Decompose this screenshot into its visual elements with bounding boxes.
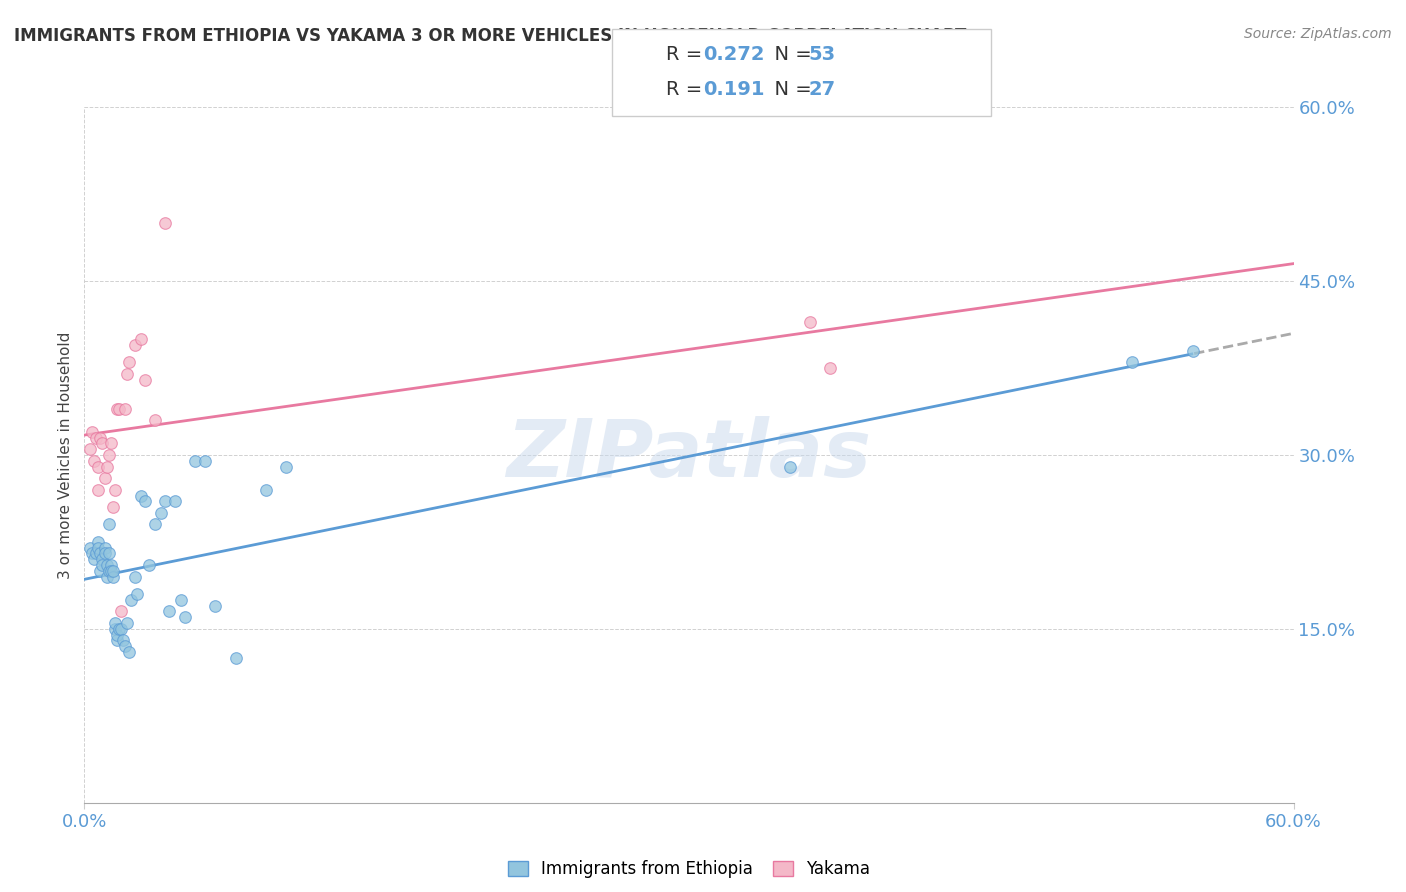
Text: R =: R = — [666, 80, 716, 99]
Point — [104, 615, 127, 630]
Point — [91, 436, 114, 450]
Point — [100, 436, 122, 450]
Point — [97, 448, 120, 462]
Point — [204, 599, 226, 613]
Y-axis label: 3 or more Vehicles in Household: 3 or more Vehicles in Household — [58, 331, 73, 579]
Point — [157, 605, 180, 619]
Point — [120, 592, 142, 607]
Point — [129, 332, 152, 346]
Point — [104, 622, 127, 636]
Point — [86, 546, 108, 561]
Point — [86, 430, 108, 444]
Point — [101, 564, 124, 578]
Point — [105, 401, 128, 416]
Point — [115, 615, 138, 630]
Point — [107, 622, 129, 636]
Point — [96, 459, 118, 474]
Point — [115, 367, 138, 381]
Legend: Immigrants from Ethiopia, Yakama: Immigrants from Ethiopia, Yakama — [501, 854, 877, 885]
Point — [184, 453, 207, 467]
Point — [107, 401, 129, 416]
Point — [174, 610, 197, 624]
Text: IMMIGRANTS FROM ETHIOPIA VS YAKAMA 3 OR MORE VEHICLES IN HOUSEHOLD CORRELATION C: IMMIGRANTS FROM ETHIOPIA VS YAKAMA 3 OR … — [14, 27, 966, 45]
Point — [105, 633, 128, 648]
Point — [83, 552, 105, 566]
Text: R =: R = — [666, 45, 709, 64]
Point — [87, 459, 110, 474]
Point — [87, 534, 110, 549]
Point — [101, 570, 124, 584]
Text: Source: ZipAtlas.com: Source: ZipAtlas.com — [1244, 27, 1392, 41]
Point — [118, 645, 141, 659]
Point — [779, 459, 801, 474]
Point — [104, 483, 127, 497]
Point — [105, 628, 128, 642]
Point — [83, 453, 105, 467]
Text: 0.191: 0.191 — [703, 80, 765, 99]
Point — [225, 651, 247, 665]
Point — [91, 552, 114, 566]
Point — [124, 337, 146, 351]
Point — [254, 483, 277, 497]
Point — [93, 471, 115, 485]
Point — [114, 401, 136, 416]
Point — [97, 564, 120, 578]
Point — [100, 564, 122, 578]
Point — [165, 494, 187, 508]
Point — [149, 506, 172, 520]
Point — [93, 546, 115, 561]
Point — [153, 494, 176, 508]
Point — [91, 558, 114, 573]
Point — [89, 564, 111, 578]
Point — [79, 442, 101, 456]
Point — [125, 587, 148, 601]
Text: ZIPatlas: ZIPatlas — [506, 416, 872, 494]
Text: 53: 53 — [808, 45, 835, 64]
Point — [87, 541, 110, 555]
Point — [138, 558, 160, 573]
Text: N =: N = — [762, 45, 818, 64]
Point — [96, 570, 118, 584]
Point — [1121, 355, 1143, 369]
Point — [82, 546, 104, 561]
Point — [97, 517, 120, 532]
Point — [89, 430, 111, 444]
Point — [134, 494, 156, 508]
Text: 0.272: 0.272 — [703, 45, 765, 64]
Point — [118, 355, 141, 369]
Point — [170, 592, 193, 607]
Point — [79, 541, 101, 555]
Point — [194, 453, 217, 467]
Point — [82, 425, 104, 439]
Point — [87, 483, 110, 497]
Point — [153, 216, 176, 230]
Point — [274, 459, 297, 474]
Point — [101, 500, 124, 514]
Point — [134, 373, 156, 387]
Point — [143, 413, 166, 427]
Point — [129, 489, 152, 503]
Point — [114, 639, 136, 653]
Point — [799, 315, 821, 329]
Point — [93, 541, 115, 555]
Point — [110, 605, 132, 619]
Text: 27: 27 — [808, 80, 835, 99]
Point — [111, 633, 134, 648]
Point — [89, 546, 111, 561]
Point — [1181, 343, 1204, 358]
Point — [100, 558, 122, 573]
Point — [143, 517, 166, 532]
Point — [818, 361, 841, 376]
Text: N =: N = — [762, 80, 818, 99]
Point — [97, 546, 120, 561]
Point — [110, 622, 132, 636]
Point — [124, 570, 146, 584]
Point — [96, 558, 118, 573]
